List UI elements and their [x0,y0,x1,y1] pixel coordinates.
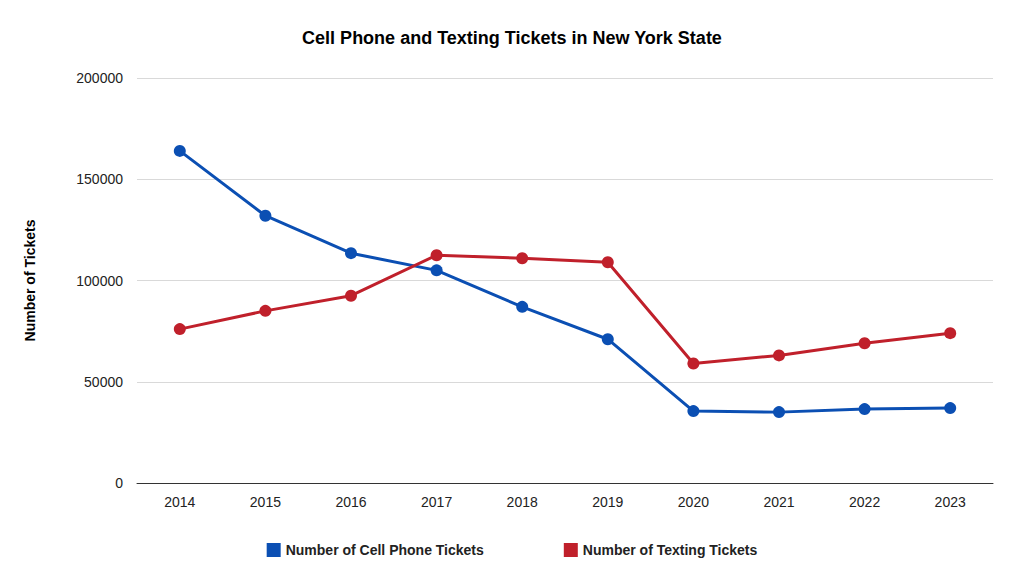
svg-text:Number of Cell Phone Tickets: Number of Cell Phone Tickets [286,542,484,558]
svg-text:2014: 2014 [164,494,195,510]
svg-text:2020: 2020 [678,494,709,510]
svg-text:Cell Phone and Texting Tickets: Cell Phone and Texting Tickets in New Yo… [302,28,722,48]
svg-text:Number of Texting Tickets: Number of Texting Tickets [583,542,758,558]
svg-text:2018: 2018 [507,494,538,510]
svg-text:2019: 2019 [592,494,623,510]
svg-text:100000: 100000 [76,273,123,289]
svg-text:150000: 150000 [76,171,123,187]
svg-text:200000: 200000 [76,70,123,86]
svg-text:2023: 2023 [935,494,966,510]
svg-text:2016: 2016 [335,494,366,510]
svg-text:50000: 50000 [84,374,123,390]
svg-text:2017: 2017 [421,494,452,510]
svg-text:2021: 2021 [763,494,794,510]
svg-text:0: 0 [115,475,123,491]
svg-text:Number of Tickets: Number of Tickets [22,219,38,341]
svg-text:2022: 2022 [849,494,880,510]
svg-text:2015: 2015 [250,494,281,510]
